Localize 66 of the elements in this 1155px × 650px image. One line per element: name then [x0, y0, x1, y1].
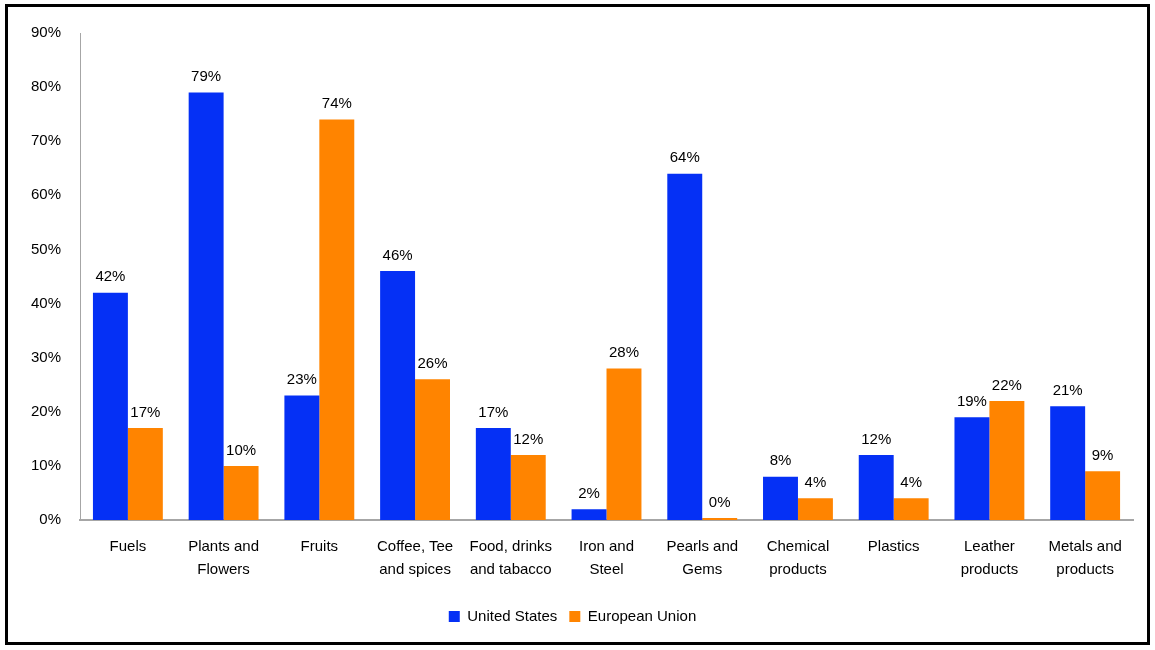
data-label: 26% [417, 353, 448, 371]
x-tick-label: Plants and Flowers [188, 537, 260, 577]
data-label: 74% [321, 94, 352, 112]
y-tick-label: 70% [30, 131, 62, 149]
bar [415, 379, 450, 520]
bar [92, 292, 128, 520]
data-label: 4% [804, 473, 827, 490]
data-label: 21% [1052, 381, 1083, 399]
x-tick-label: Pearls and Gems [666, 537, 739, 577]
bar [510, 455, 546, 520]
x-tick-label: Iron and Steel [578, 537, 635, 577]
data-label: 9% [1091, 445, 1114, 463]
bar [475, 428, 511, 520]
bar [1050, 406, 1086, 520]
data-label: 28% [608, 343, 639, 361]
bar [571, 509, 607, 520]
data-label: 42% [95, 267, 126, 285]
x-tick-label: Leather products [960, 537, 1019, 577]
data-label: 17% [130, 402, 161, 420]
data-label: 79% [191, 67, 222, 85]
y-tick-label: 20% [30, 401, 62, 419]
data-label: 64% [669, 148, 700, 166]
bar [380, 271, 416, 520]
data-label: 10% [226, 440, 257, 458]
data-label: 17% [478, 402, 509, 420]
y-tick-label: 10% [30, 456, 62, 474]
legend-label: European Union [587, 606, 697, 624]
legend-label: United States [467, 606, 558, 624]
x-tick-label: Coffee, Tee and spices [376, 537, 454, 577]
bar [667, 173, 703, 520]
data-label: 22% [991, 375, 1022, 393]
bar [797, 498, 833, 520]
data-label: 2% [578, 483, 600, 501]
bar [954, 417, 990, 520]
data-label: 4% [900, 473, 922, 490]
y-tick-label: 0% [39, 510, 62, 528]
y-tick-label: 90% [30, 23, 62, 41]
x-tick-label: Plastics [867, 537, 920, 555]
bar [606, 368, 642, 520]
bar [1085, 471, 1121, 520]
x-tick-label: Fruits [300, 537, 339, 555]
x-tick-label: Metals and products [1048, 537, 1122, 577]
y-tick-label: 30% [30, 347, 62, 365]
data-label: 12% [513, 429, 544, 447]
x-tick-label: Food, drinks and tabacco [469, 537, 553, 577]
bar [223, 465, 259, 520]
x-tick-label: Fuels [109, 537, 147, 555]
bar [284, 395, 320, 520]
bar [319, 119, 355, 520]
x-tick-label: Chemical products [766, 537, 830, 577]
data-label: 12% [861, 429, 892, 447]
bar [763, 476, 798, 520]
data-label: 8% [769, 451, 792, 469]
bar [188, 92, 224, 520]
y-tick-label: 40% [30, 293, 62, 311]
bar [989, 400, 1025, 520]
y-tick-label: 80% [30, 77, 62, 95]
data-label: 0% [708, 492, 731, 510]
data-label: 19% [956, 391, 987, 409]
y-tick-label: 50% [30, 239, 62, 257]
y-tick-label: 60% [30, 185, 62, 203]
bar [127, 428, 163, 520]
bar [893, 498, 929, 520]
data-label: 23% [286, 370, 317, 388]
bar [858, 455, 894, 520]
data-label: 46% [382, 245, 413, 263]
